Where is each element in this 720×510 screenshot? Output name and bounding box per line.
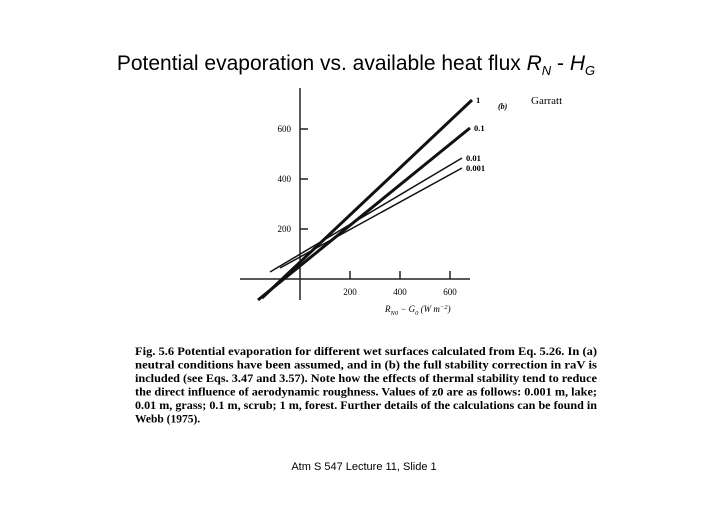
x-axis-label-part: R	[384, 304, 391, 314]
series-label: 0.01	[466, 153, 481, 163]
slide-title: Potential evaporation vs. available heat…	[117, 52, 595, 78]
caption-line: the direct influence of aerodynamic roug…	[135, 387, 597, 399]
y-tick-label: 200	[278, 224, 292, 234]
caption-line: neutral conditions have been assumed, an…	[135, 360, 598, 372]
x-axis-label-part: N0	[390, 310, 399, 317]
x-axis-label-part: −2	[440, 304, 448, 311]
chart: 200 400 600 200 400 600 1 0.1 0.010.001 (b) Garrat…	[240, 88, 562, 317]
title-text: Potential evaporation vs. available heat…	[117, 52, 521, 75]
footer: Atm S 547 Lecture 11, Slide 1	[291, 461, 436, 473]
series-label: 1	[476, 95, 480, 105]
y-tick-label: 400	[278, 174, 292, 184]
caption-line: Fig. 5.6 Potential evaporation for diffe…	[135, 346, 597, 358]
caption-line: included (see Eqs. 3.47 and 3.57). Note …	[135, 373, 597, 385]
x-axis-label-part: (W m	[418, 304, 440, 314]
x-tick-label: 600	[443, 287, 457, 297]
series-label: 0.1	[474, 123, 485, 133]
series-line	[257, 126, 471, 302]
x-axis-label-part: − G	[398, 304, 416, 314]
caption-line: 0.01 m, grass; 0.1 m, scrub; 1 m, forest…	[135, 400, 598, 412]
caption-line: Webb (1975).	[135, 414, 200, 426]
series-label: 0.001	[466, 163, 485, 173]
title-symbol: H	[570, 52, 586, 75]
series-line	[260, 98, 474, 300]
title-operator: -	[557, 52, 564, 75]
x-axis-label-part: )	[447, 304, 451, 314]
series-line	[269, 157, 463, 273]
title-subscript: G	[585, 63, 595, 78]
y-tick-label: 600	[278, 124, 292, 134]
source-label: Garratt	[531, 95, 562, 107]
series-line	[279, 167, 463, 269]
x-tick-label: 400	[393, 287, 407, 297]
panel-label: (b)	[498, 102, 508, 111]
x-axis-label: RN0 − G0 (W m−2)	[384, 304, 451, 317]
title-subscript: N	[542, 63, 552, 78]
caption: Fig. 5.6 Potential evaporation for diffe…	[135, 346, 598, 426]
title-symbol: R	[527, 52, 542, 75]
x-axis-label-part: 0	[415, 310, 419, 317]
x-tick-label: 200	[343, 287, 357, 297]
